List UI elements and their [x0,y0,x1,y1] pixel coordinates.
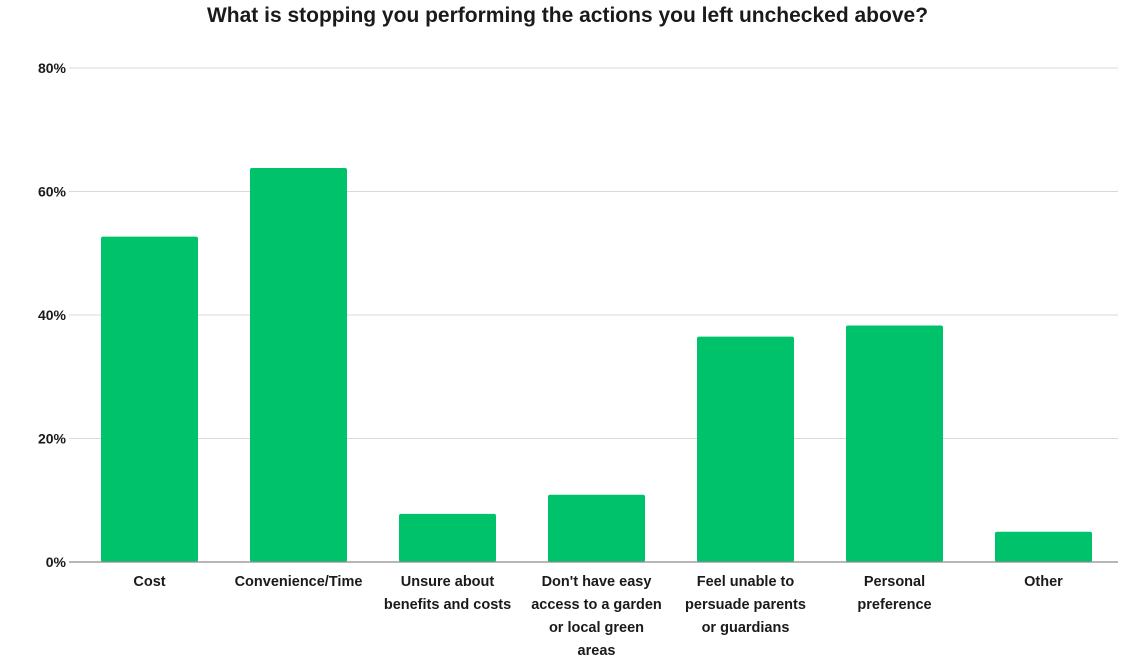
x-tick-label-line: Other [1024,574,1063,590]
x-tick-label-line: Don't have easy [542,574,652,590]
x-tick-label-line: preference [857,597,931,613]
bar [250,168,347,562]
chart-title: What is stopping you performing the acti… [206,4,929,27]
x-tick-label-line: Feel unable to [697,574,795,590]
y-tick-label: 0% [46,554,67,570]
x-tick-label-line: or guardians [702,620,790,636]
x-tick-label-line: areas [578,643,616,659]
labels: 0% 20% 40% 60% 80% Cost Convenience/Time Unsure… [38,60,1063,659]
x-tick-label-line: or local green [549,620,644,636]
x-tick-label-line: access to a garden [531,597,662,613]
y-tick-label: 20% [38,431,67,447]
bar [101,236,198,562]
x-tick-label-line: persuade parents [685,597,806,613]
bar [697,336,794,562]
x-tick-label: Convenience/Time [235,574,363,590]
x-tick-label-line: Unsure about [401,574,495,590]
bar [548,494,645,562]
bar [995,531,1092,562]
bar [399,513,496,562]
x-tick-label: Unsure about benefits and costs [384,574,511,613]
x-tick-label: Don't have easy access to a garden or loca… [531,574,662,659]
x-tick-label: Cost [133,574,165,590]
y-tick-label: 60% [38,184,67,200]
x-tick-label: Personal preference [857,574,931,613]
y-tick-label: 80% [38,60,67,76]
x-tick-label: Feel unable to persuade parents or guardia… [685,574,806,636]
x-tick-label-line: Convenience/Time [235,574,363,590]
bars [101,168,1092,562]
x-tick-label: Other [1024,574,1063,590]
x-tick-label-line: Personal [864,574,925,590]
y-tick-label: 40% [38,307,67,323]
x-tick-label-line: benefits and costs [384,597,511,613]
bar [846,325,943,562]
x-tick-label-line: Cost [133,574,165,590]
gridlines [69,67,1118,439]
